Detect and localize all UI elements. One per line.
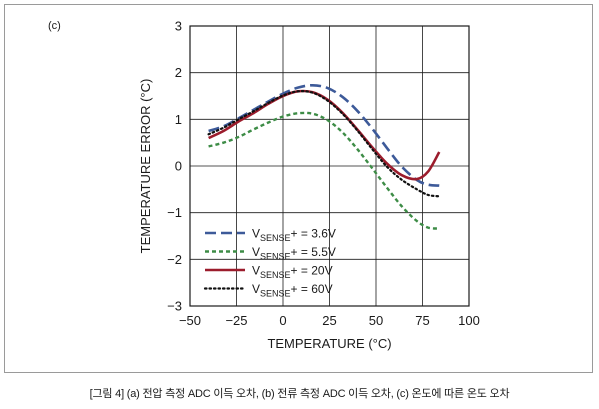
x-tick-label: 75 — [415, 313, 429, 328]
y-tick-label: 0 — [175, 159, 182, 174]
series-lines — [207, 83, 441, 230]
series-line-4 — [207, 90, 441, 198]
grid-lines — [190, 26, 469, 306]
y-tick-label: −3 — [167, 299, 182, 314]
y-tick-label: −2 — [167, 252, 182, 267]
x-tick-label: −25 — [225, 313, 247, 328]
y-axis-label: TEMPERATURE ERROR (°C) — [138, 79, 153, 254]
x-tick-labels: −50 −25 0 25 50 75 100 — [179, 313, 480, 328]
series-line-2 — [208, 111, 440, 230]
x-tick-label: −50 — [179, 313, 201, 328]
y-tick-label: −1 — [167, 205, 182, 220]
legend-entry: VSENSE+ = 60V — [252, 282, 333, 299]
y-tick-label: 1 — [175, 112, 182, 127]
figure-caption: [그림 4] (a) 전압 측정 ADC 이득 오차, (b) 전류 측정 AD… — [89, 388, 510, 400]
x-axis-label: TEMPERATURE (°C) — [267, 336, 391, 351]
legend-entry: VSENSE+ = 3.6V — [252, 227, 336, 244]
panel-label: (c) — [48, 20, 61, 32]
y-tick-label: 3 — [175, 19, 182, 34]
legend-entry: VSENSE+ = 5.5V — [252, 245, 336, 262]
x-tick-label: 25 — [322, 313, 336, 328]
legend-entry: VSENSE+ = 20V — [252, 264, 333, 281]
x-tick-label: 100 — [458, 313, 480, 328]
x-tick-label: 0 — [279, 313, 286, 328]
figure-frame — [4, 4, 593, 373]
x-tick-label: 50 — [369, 313, 383, 328]
series-line-1 — [208, 83, 440, 187]
y-tick-label: 2 — [175, 65, 182, 80]
y-tick-labels: 3 2 1 0 −1 −2 −3 — [167, 19, 182, 314]
plot-area — [189, 25, 470, 307]
